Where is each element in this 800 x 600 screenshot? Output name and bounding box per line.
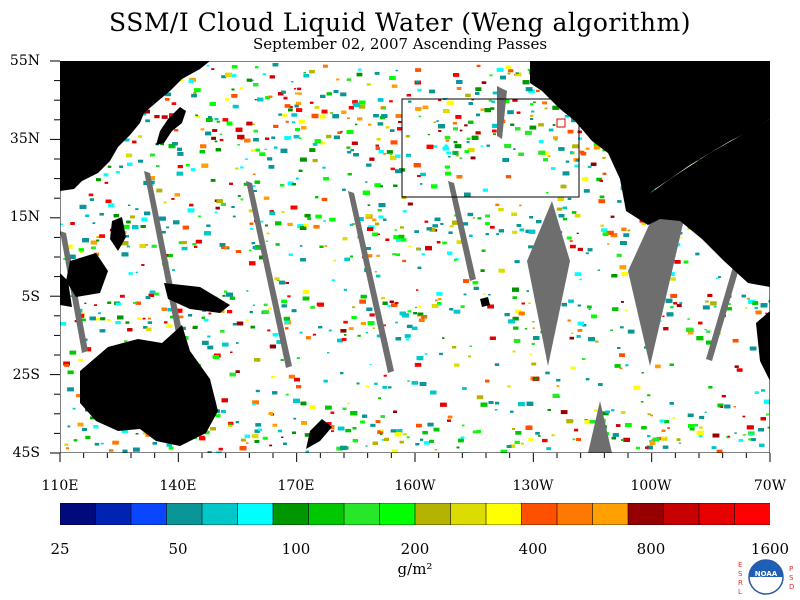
land-new-zealand — [306, 419, 332, 449]
lon-label: 70W — [753, 478, 787, 494]
colorbar-swatch — [698, 503, 736, 525]
logo-text: NOAA — [755, 570, 778, 578]
land-south-america — [756, 311, 770, 381]
colorbar-tick-label: 25 — [50, 540, 70, 558]
lon-label: 100W — [630, 478, 672, 494]
colorbar-swatch — [663, 503, 700, 525]
colorbar-tick-label: 200 — [400, 540, 430, 558]
land-asia — [60, 61, 210, 191]
lat-label: 15N — [9, 209, 40, 225]
lon-label: 140E — [159, 478, 197, 494]
land-alaska — [530, 61, 770, 211]
lat-label: 55N — [9, 53, 40, 69]
map-subtitle: September 02, 2007 Ascending Passes — [252, 35, 548, 53]
lat-label: 45S — [12, 445, 40, 461]
logo-letter: L — [738, 588, 742, 596]
land-masses — [60, 61, 770, 449]
logo-letter: E — [738, 561, 742, 569]
land-hawaii — [480, 297, 490, 307]
colorbar-swatch — [592, 503, 629, 525]
colorbar-unit: g/m² — [397, 560, 433, 578]
cloud-liquid-water-map — [60, 61, 770, 453]
swath-gap — [628, 201, 686, 366]
lat-label: 35N — [9, 131, 40, 147]
land-north-america — [626, 119, 770, 287]
colorbar-swatch — [627, 503, 665, 525]
logo-letter: D — [789, 583, 794, 591]
swath-gap — [588, 401, 612, 453]
land-australia — [80, 325, 218, 446]
land-philippines — [110, 217, 126, 251]
colorbar-swatch — [272, 503, 310, 525]
colorbar-swatch — [166, 503, 203, 525]
colorbar-swatch — [450, 503, 487, 525]
lat-label: 25S — [12, 367, 40, 383]
colorbar-swatch — [734, 503, 770, 525]
colorbar-swatch — [201, 503, 239, 525]
logo-letter: R — [738, 579, 743, 587]
lon-label: 170E — [277, 478, 315, 494]
colorbar-tick-label: 800 — [636, 540, 666, 558]
colorbar-swatch — [130, 503, 168, 525]
analysis-region-box — [401, 98, 580, 198]
lat-label: 5S — [21, 289, 41, 305]
logo-letter: P — [789, 565, 793, 573]
colorbar-swatch — [521, 503, 558, 525]
lon-label: 110E — [41, 478, 79, 494]
map-title: SSM/I Cloud Liquid Water (Weng algorithm… — [109, 8, 691, 37]
land-borneo — [66, 253, 108, 297]
colorbar-swatch — [308, 503, 345, 525]
colorbar-tick-label: 1600 — [750, 540, 790, 558]
lon-label: 130W — [512, 478, 554, 494]
swath-gap — [246, 181, 292, 368]
land-new-guinea — [164, 283, 230, 313]
colorbar-swatch — [485, 503, 523, 525]
noaa-logo: E S R L P S D NOAA — [738, 559, 794, 596]
logo-letter: S — [789, 574, 794, 582]
marker-box — [556, 118, 566, 128]
lon-label: 160W — [394, 478, 436, 494]
logo-letter: S — [738, 570, 743, 578]
land-japan — [156, 107, 186, 145]
colorbar-swatch — [95, 503, 132, 525]
colorbar — [60, 503, 770, 525]
swath-gap — [527, 201, 570, 366]
colorbar-swatch — [414, 503, 452, 525]
colorbar-swatch — [556, 503, 594, 525]
land-sumatra — [60, 273, 72, 307]
swath-gap — [348, 191, 394, 373]
colorbar-tick-label: 50 — [168, 540, 188, 558]
colorbar-swatch — [379, 503, 416, 525]
swath-gap — [448, 181, 476, 281]
colorbar-swatch — [343, 503, 381, 525]
colorbar-tick-label: 400 — [518, 540, 548, 558]
colorbar-swatch — [60, 503, 97, 525]
colorbar-swatch — [237, 503, 274, 525]
colorbar-tick-label: 100 — [281, 540, 311, 558]
